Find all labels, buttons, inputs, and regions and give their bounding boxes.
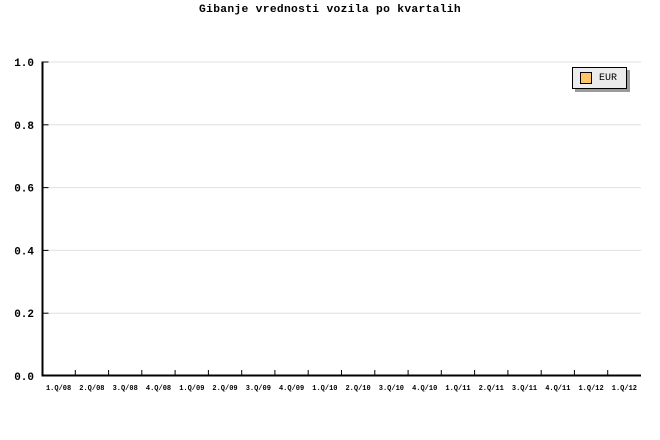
svg-text:2.Q/08: 2.Q/08 xyxy=(79,385,104,393)
svg-text:2.Q/11: 2.Q/11 xyxy=(479,385,504,393)
svg-text:0.8: 0.8 xyxy=(14,121,34,133)
svg-text:1.Q/11: 1.Q/11 xyxy=(445,385,470,393)
svg-text:1.Q/12: 1.Q/12 xyxy=(578,385,603,393)
svg-text:1.Q/08: 1.Q/08 xyxy=(46,385,71,393)
svg-text:3.Q/08: 3.Q/08 xyxy=(113,385,138,393)
svg-text:4.Q/08: 4.Q/08 xyxy=(146,385,171,393)
svg-text:0.0: 0.0 xyxy=(14,372,34,384)
svg-text:1.Q/12: 1.Q/12 xyxy=(612,385,637,393)
svg-text:3.Q/11: 3.Q/11 xyxy=(512,385,537,393)
svg-text:4.Q/09: 4.Q/09 xyxy=(279,385,304,393)
svg-text:4.Q/11: 4.Q/11 xyxy=(545,385,570,393)
svg-text:4.Q/10: 4.Q/10 xyxy=(412,385,437,393)
svg-text:1.Q/09: 1.Q/09 xyxy=(179,385,204,393)
svg-text:1.0: 1.0 xyxy=(14,58,34,70)
svg-text:0.6: 0.6 xyxy=(14,184,34,196)
svg-text:1.Q/10: 1.Q/10 xyxy=(312,385,337,393)
svg-text:3.Q/09: 3.Q/09 xyxy=(246,385,271,393)
svg-text:2.Q/09: 2.Q/09 xyxy=(212,385,237,393)
svg-text:2.Q/10: 2.Q/10 xyxy=(345,385,370,393)
svg-text:0.2: 0.2 xyxy=(14,309,34,321)
svg-text:0.4: 0.4 xyxy=(14,246,34,258)
svg-text:3.Q/10: 3.Q/10 xyxy=(379,385,404,393)
